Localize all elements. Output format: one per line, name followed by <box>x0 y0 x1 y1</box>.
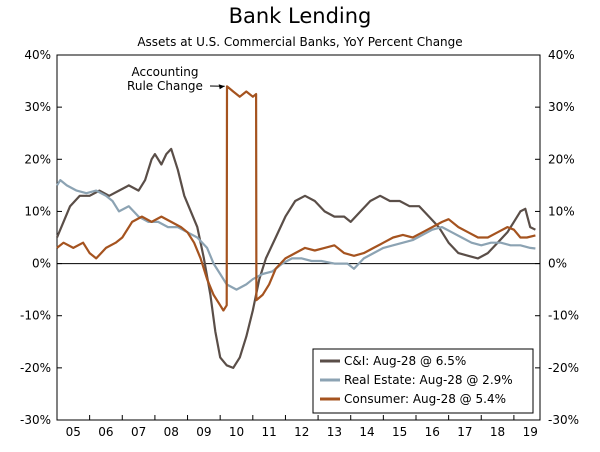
y-tick-label-right: 30% <box>548 100 575 114</box>
annotation-text: Rule Change <box>127 79 203 93</box>
x-tick-label: 05 <box>66 425 81 439</box>
y-tick-label-left: -10% <box>20 309 51 323</box>
x-tick-label: 19 <box>523 425 538 439</box>
y-tick-label-left: 0% <box>32 257 51 271</box>
x-tick-label: 16 <box>425 425 440 439</box>
x-tick-label: 11 <box>261 425 276 439</box>
legend-label-2: Consumer: Aug-28 @ 5.4% <box>344 392 506 406</box>
series-line-0 <box>55 147 536 369</box>
x-tick-label: 09 <box>196 425 211 439</box>
y-tick-label-right: 0% <box>548 257 567 271</box>
series-line-2 <box>56 85 536 312</box>
y-tick-label-right: -20% <box>548 361 579 375</box>
x-tick-label: 17 <box>457 425 472 439</box>
y-tick-label-right: 20% <box>548 152 575 166</box>
chart-subtitle: Assets at U.S. Commercial Banks, YoY Per… <box>137 35 463 49</box>
series-line-1 <box>56 179 536 291</box>
legend-label-0: C&I: Aug-28 @ 6.5% <box>344 354 466 368</box>
x-tick-label: 15 <box>392 425 407 439</box>
y-tick-label-right: -30% <box>548 413 579 427</box>
x-tick-label: 08 <box>164 425 179 439</box>
x-tick-label: 07 <box>131 425 146 439</box>
y-tick-label-left: 20% <box>24 152 51 166</box>
annotation-text: Accounting <box>131 65 198 79</box>
y-tick-label-right: 10% <box>548 204 575 218</box>
y-tick-label-left: -20% <box>20 361 51 375</box>
chart-title: Bank Lending <box>228 4 372 28</box>
x-tick-label: 10 <box>229 425 244 439</box>
x-tick-label: 13 <box>327 425 342 439</box>
legend-box <box>312 348 534 414</box>
x-tick-label: 12 <box>294 425 309 439</box>
y-tick-label-left: 10% <box>24 204 51 218</box>
y-tick-label-right: -10% <box>548 309 579 323</box>
annotation-arrowhead <box>218 84 225 90</box>
x-tick-label: 06 <box>98 425 113 439</box>
y-tick-label-left: -30% <box>20 413 51 427</box>
legend-label-1: Real Estate: Aug-28 @ 2.9% <box>344 373 513 387</box>
y-tick-label-left: 30% <box>24 100 51 114</box>
x-tick-label: 14 <box>359 425 374 439</box>
x-tick-label: 18 <box>490 425 505 439</box>
y-tick-label-left: 40% <box>24 48 51 62</box>
y-tick-label-right: 40% <box>548 48 575 62</box>
